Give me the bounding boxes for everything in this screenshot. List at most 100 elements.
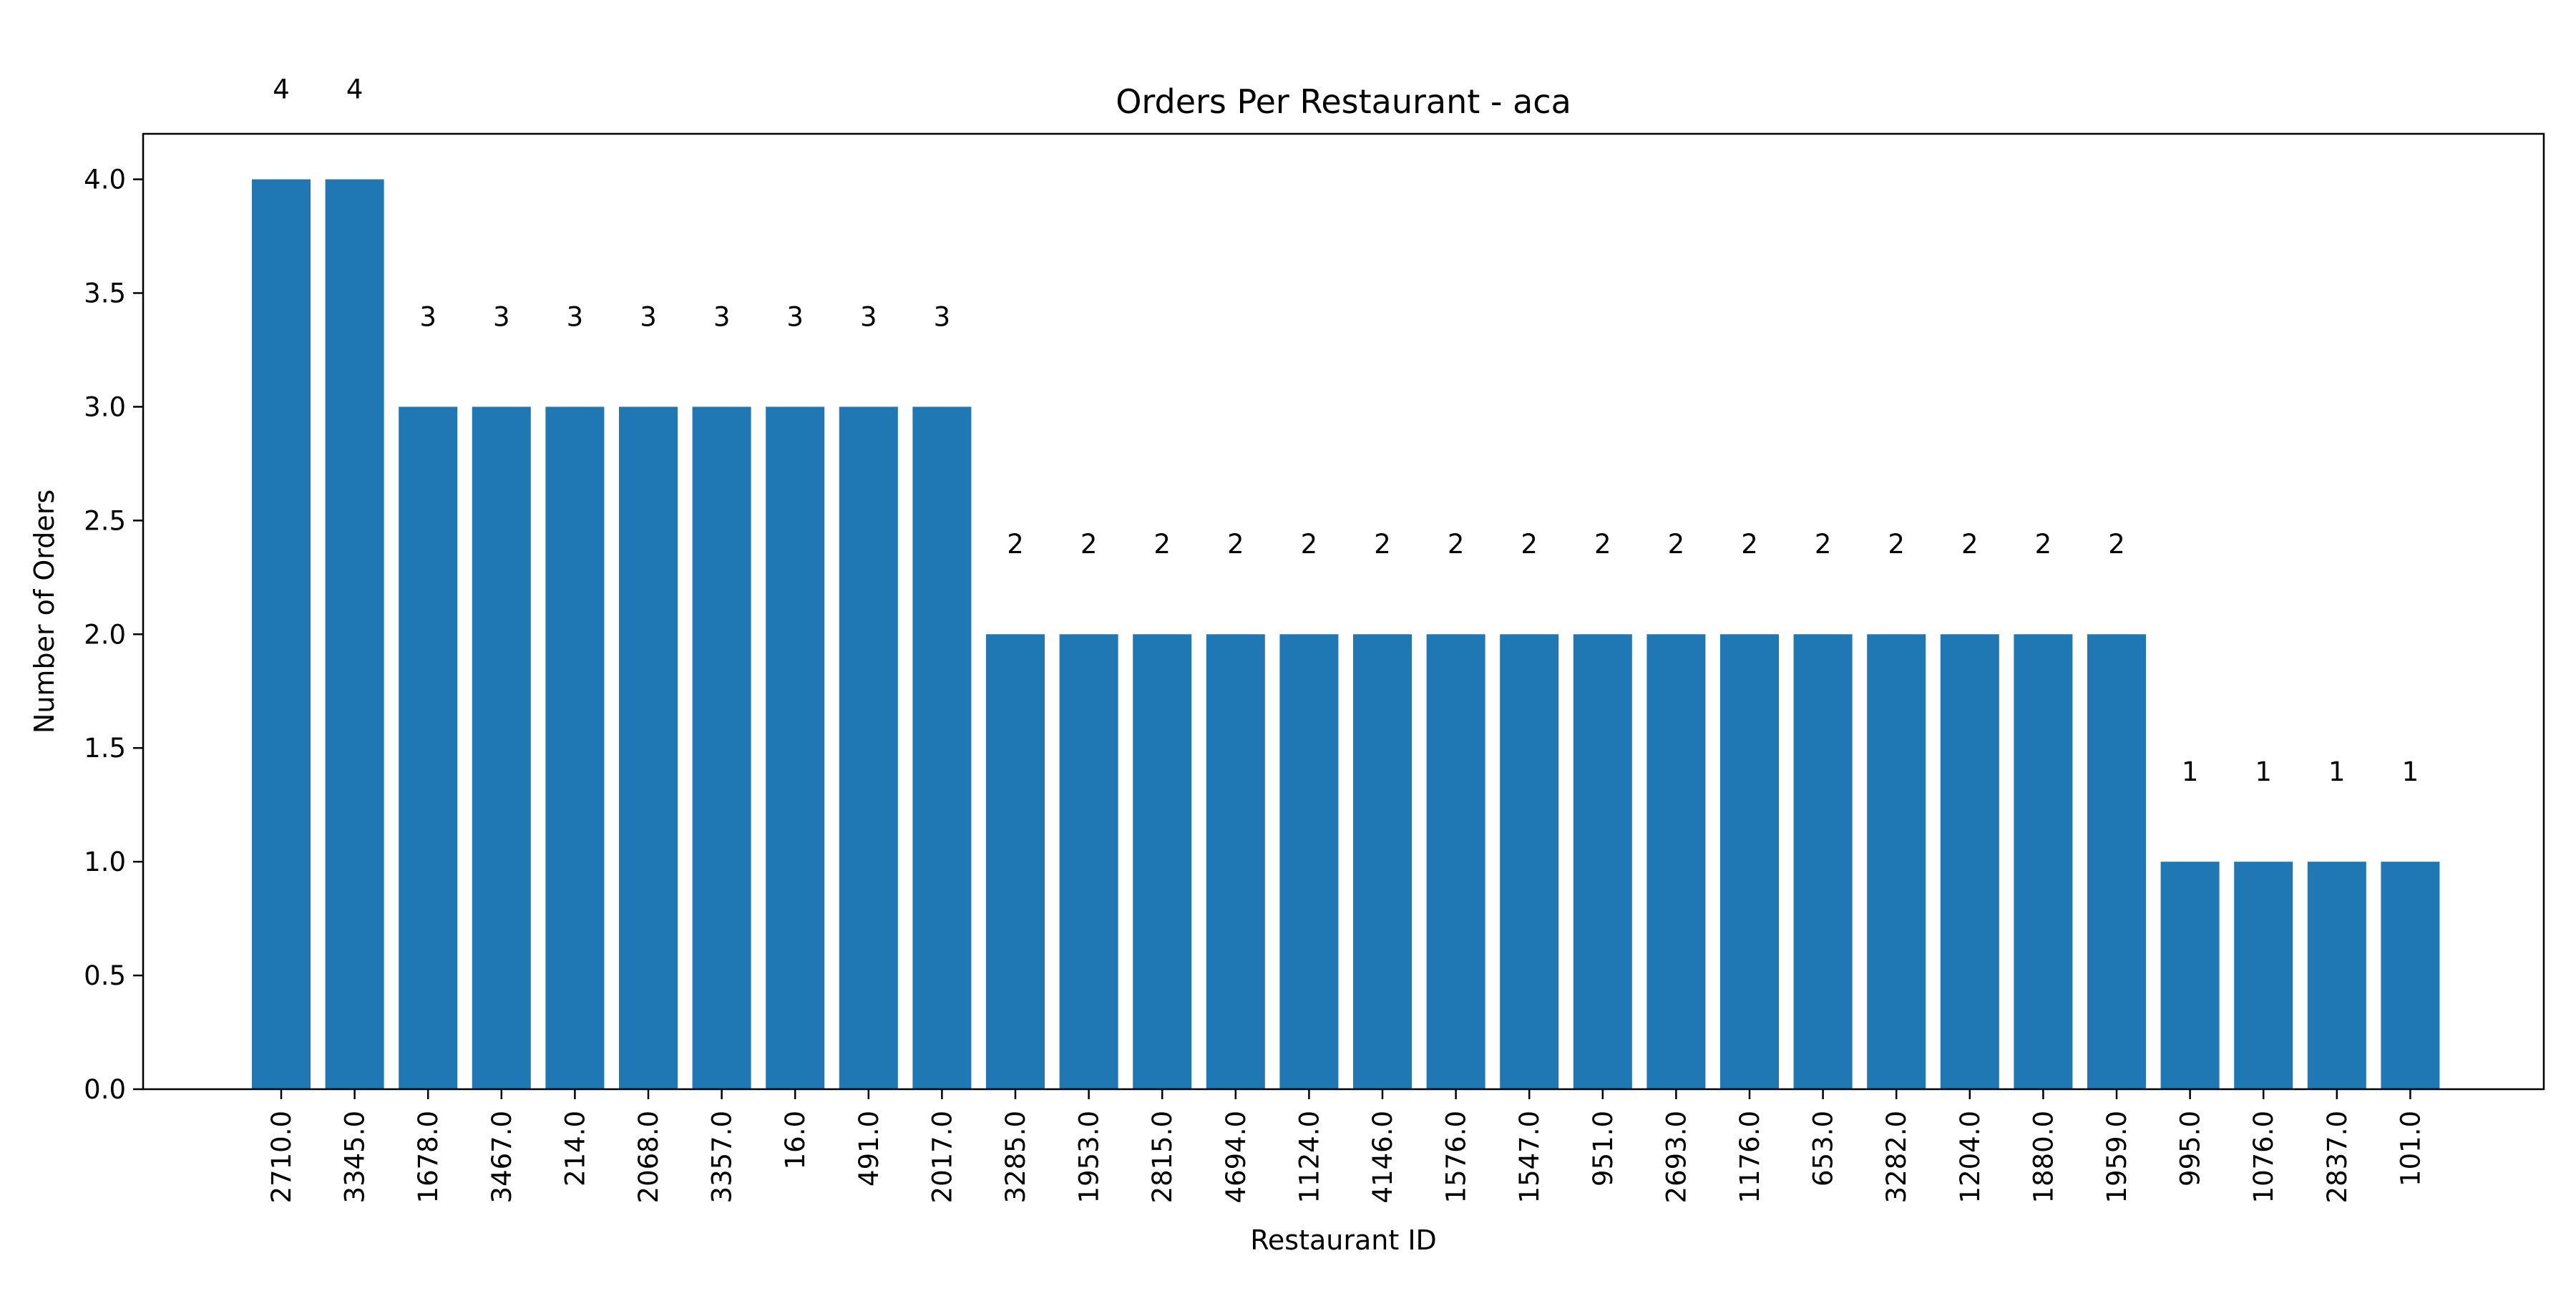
data-label: 2 (2108, 529, 2125, 560)
bar (619, 406, 678, 1089)
data-label: 2 (2035, 529, 2052, 560)
bar (986, 634, 1045, 1089)
bar (252, 179, 311, 1090)
data-label: 4 (273, 74, 290, 104)
bar (912, 406, 972, 1089)
x-tick-label: 2017.0 (927, 1111, 957, 1203)
data-label: 2 (1594, 529, 1611, 560)
data-label: 4 (346, 74, 364, 104)
data-label: 3 (713, 301, 731, 332)
x-tick-label: 16.0 (780, 1111, 811, 1169)
data-label: 1 (2328, 756, 2346, 787)
y-tick-label: 2.0 (84, 619, 126, 650)
data-label: 2 (1374, 529, 1391, 560)
x-tick-label: 2693.0 (1661, 1111, 1692, 1203)
bar (766, 406, 825, 1089)
bar (1793, 634, 1853, 1089)
x-tick-label: 1678.0 (413, 1111, 444, 1203)
x-tick-label: 4694.0 (1221, 1111, 1252, 1203)
bar (1133, 634, 1192, 1089)
data-label: 2 (1448, 529, 1465, 560)
chart-title: Orders Per Restaurant - aca (1116, 82, 1571, 121)
bar (1353, 634, 1412, 1089)
data-label: 2 (1080, 529, 1098, 560)
bar (2307, 862, 2366, 1089)
data-label: 3 (567, 301, 584, 332)
data-label: 2 (1301, 529, 1318, 560)
bar (1720, 634, 1779, 1089)
data-label: 3 (640, 301, 657, 332)
bar (1573, 634, 1632, 1089)
x-tick-label: 3285.0 (1000, 1111, 1031, 1203)
x-tick-label: 3345.0 (340, 1111, 371, 1203)
data-label: 2 (1741, 529, 1758, 560)
y-tick-label: 3.0 (84, 391, 126, 422)
x-tick-label: 995.0 (2175, 1111, 2206, 1187)
bar (2087, 634, 2146, 1089)
x-tick-label: 3357.0 (707, 1111, 738, 1203)
x-tick-label: 653.0 (1808, 1111, 1839, 1187)
x-axis-label: Restaurant ID (1250, 1224, 1437, 1256)
data-label: 3 (934, 301, 951, 332)
bar (1646, 634, 1706, 1089)
x-tick-label: 1547.0 (1514, 1111, 1545, 1203)
x-tick-label: 2068.0 (633, 1111, 664, 1203)
x-tick-label: 214.0 (560, 1111, 590, 1187)
data-label: 3 (860, 301, 877, 332)
x-tick-label: 2710.0 (266, 1111, 297, 1203)
x-tick-label: 2837.0 (2322, 1111, 2353, 1203)
bar (1867, 634, 1926, 1089)
x-tick-label: 1953.0 (1074, 1111, 1105, 1203)
data-label: 2 (1007, 529, 1024, 560)
bar (1500, 634, 1559, 1089)
data-label: 1 (2182, 756, 2199, 787)
x-tick-label: 4146.0 (1367, 1111, 1398, 1203)
data-label: 1 (2402, 756, 2419, 787)
data-label: 2 (1888, 529, 1905, 560)
y-tick-label: 2.5 (84, 505, 126, 536)
bar (399, 406, 458, 1089)
plot-frame (142, 132, 2545, 1091)
bar (1426, 634, 1485, 1089)
x-tick-label: 1124.0 (1294, 1111, 1324, 1203)
x-tick-label: 3467.0 (487, 1111, 517, 1203)
data-label: 2 (1668, 529, 1685, 560)
y-tick-label: 1.5 (84, 733, 126, 764)
bar (1940, 634, 1999, 1089)
bar (839, 406, 898, 1089)
y-axis-label: Number of Orders (29, 489, 60, 734)
data-label: 2 (1815, 529, 1832, 560)
bar (2160, 862, 2220, 1089)
bar (1206, 634, 1265, 1089)
x-tick-label: 1176.0 (1735, 1111, 1765, 1203)
data-label: 2 (1961, 529, 1979, 560)
x-tick-label: 491.0 (854, 1111, 884, 1187)
bar (545, 406, 605, 1089)
data-label: 1 (2255, 756, 2272, 787)
x-tick-label: 1576.0 (1441, 1111, 1472, 1203)
bar (325, 179, 384, 1090)
bar (1279, 634, 1339, 1089)
x-tick-label: 1959.0 (2102, 1111, 2132, 1203)
data-label: 3 (493, 301, 510, 332)
x-tick-label: 1204.0 (1955, 1111, 1986, 1203)
x-tick-label: 101.0 (2395, 1111, 2426, 1187)
y-tick-label: 0.0 (84, 1074, 126, 1105)
x-tick-label: 951.0 (1588, 1111, 1619, 1187)
bar (2381, 862, 2440, 1089)
bar (2014, 634, 2073, 1089)
y-tick-label: 0.5 (84, 960, 126, 991)
bar (2234, 862, 2293, 1089)
bar (1059, 634, 1118, 1089)
x-tick-label: 1880.0 (2028, 1111, 2059, 1203)
data-label: 3 (786, 301, 804, 332)
bar (472, 406, 531, 1089)
y-tick-label: 1.0 (84, 847, 126, 877)
bar (692, 406, 751, 1089)
y-tick-label: 3.5 (84, 278, 126, 309)
y-tick-label: 4.0 (84, 165, 126, 195)
x-tick-label: 1076.0 (2248, 1111, 2279, 1203)
data-label: 2 (1227, 529, 1244, 560)
